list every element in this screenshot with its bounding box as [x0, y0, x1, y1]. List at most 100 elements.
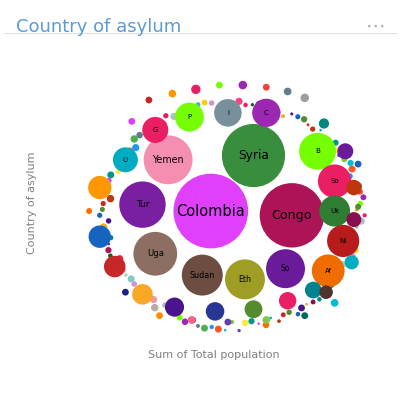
Circle shape — [120, 152, 123, 154]
Circle shape — [214, 99, 242, 127]
Circle shape — [299, 133, 336, 170]
Circle shape — [190, 108, 196, 114]
Y-axis label: Country of asylum: Country of asylum — [27, 151, 37, 254]
Circle shape — [331, 299, 338, 307]
Circle shape — [101, 201, 106, 206]
Circle shape — [339, 268, 343, 272]
Circle shape — [170, 113, 178, 120]
Circle shape — [222, 124, 285, 187]
Circle shape — [132, 281, 137, 287]
Circle shape — [348, 181, 351, 184]
Circle shape — [174, 174, 248, 248]
Circle shape — [263, 84, 270, 91]
Circle shape — [266, 249, 305, 288]
Circle shape — [113, 147, 138, 172]
Circle shape — [305, 303, 308, 306]
Circle shape — [167, 310, 170, 313]
Circle shape — [132, 144, 139, 151]
Circle shape — [150, 296, 157, 303]
Circle shape — [168, 90, 176, 97]
Circle shape — [312, 254, 345, 287]
Circle shape — [100, 223, 107, 231]
Circle shape — [202, 100, 208, 105]
Circle shape — [104, 256, 126, 277]
Circle shape — [209, 100, 214, 106]
Circle shape — [216, 82, 223, 89]
Circle shape — [196, 102, 200, 107]
Circle shape — [260, 183, 324, 247]
Circle shape — [319, 286, 333, 299]
Circle shape — [97, 213, 102, 218]
Circle shape — [86, 208, 92, 214]
Circle shape — [122, 159, 126, 163]
Circle shape — [307, 124, 310, 126]
Circle shape — [132, 284, 153, 305]
Text: Uk: Uk — [330, 208, 339, 214]
Circle shape — [271, 106, 274, 110]
Circle shape — [295, 114, 300, 119]
Circle shape — [243, 103, 248, 107]
Circle shape — [251, 103, 254, 106]
Text: Eth: Eth — [238, 275, 252, 284]
Circle shape — [277, 319, 281, 323]
Circle shape — [190, 317, 196, 323]
Circle shape — [360, 194, 366, 200]
Circle shape — [341, 156, 348, 162]
Circle shape — [196, 324, 200, 328]
Circle shape — [144, 136, 192, 184]
Circle shape — [262, 316, 270, 324]
Circle shape — [348, 166, 356, 172]
Circle shape — [161, 121, 167, 127]
Circle shape — [276, 109, 280, 114]
Circle shape — [269, 317, 272, 319]
Circle shape — [238, 329, 241, 332]
Text: U: U — [123, 157, 128, 163]
Circle shape — [108, 235, 114, 240]
Circle shape — [311, 300, 316, 304]
Circle shape — [143, 130, 148, 134]
Circle shape — [305, 282, 322, 298]
Circle shape — [357, 189, 363, 195]
Text: So: So — [281, 264, 290, 273]
Circle shape — [362, 213, 367, 217]
Circle shape — [201, 325, 208, 332]
Circle shape — [298, 304, 305, 311]
Text: Country of asylum: Country of asylum — [16, 18, 181, 36]
Circle shape — [328, 282, 334, 288]
Circle shape — [347, 173, 353, 179]
Text: Af: Af — [325, 268, 332, 274]
Circle shape — [114, 265, 117, 269]
Circle shape — [281, 312, 286, 317]
Circle shape — [224, 319, 231, 326]
Circle shape — [225, 259, 265, 299]
Circle shape — [182, 255, 223, 296]
Circle shape — [119, 181, 166, 228]
Circle shape — [355, 161, 362, 168]
Circle shape — [319, 129, 322, 132]
Circle shape — [238, 81, 247, 89]
Text: Sudan: Sudan — [190, 271, 215, 279]
Text: I: I — [227, 110, 229, 116]
Circle shape — [358, 201, 363, 207]
Circle shape — [301, 116, 307, 122]
Circle shape — [206, 302, 224, 321]
Circle shape — [355, 208, 359, 211]
Circle shape — [242, 320, 248, 326]
Circle shape — [345, 255, 359, 269]
Circle shape — [340, 261, 346, 267]
Circle shape — [296, 312, 300, 316]
Circle shape — [236, 98, 243, 105]
Circle shape — [353, 236, 356, 239]
Circle shape — [182, 318, 188, 325]
Circle shape — [351, 253, 356, 258]
Circle shape — [224, 102, 227, 105]
Circle shape — [124, 273, 128, 277]
Text: B: B — [315, 148, 320, 154]
Circle shape — [116, 169, 121, 174]
Circle shape — [355, 225, 359, 229]
Circle shape — [165, 298, 184, 317]
Text: So: So — [330, 178, 339, 184]
Circle shape — [252, 99, 280, 127]
Circle shape — [323, 294, 328, 298]
Circle shape — [319, 118, 329, 129]
